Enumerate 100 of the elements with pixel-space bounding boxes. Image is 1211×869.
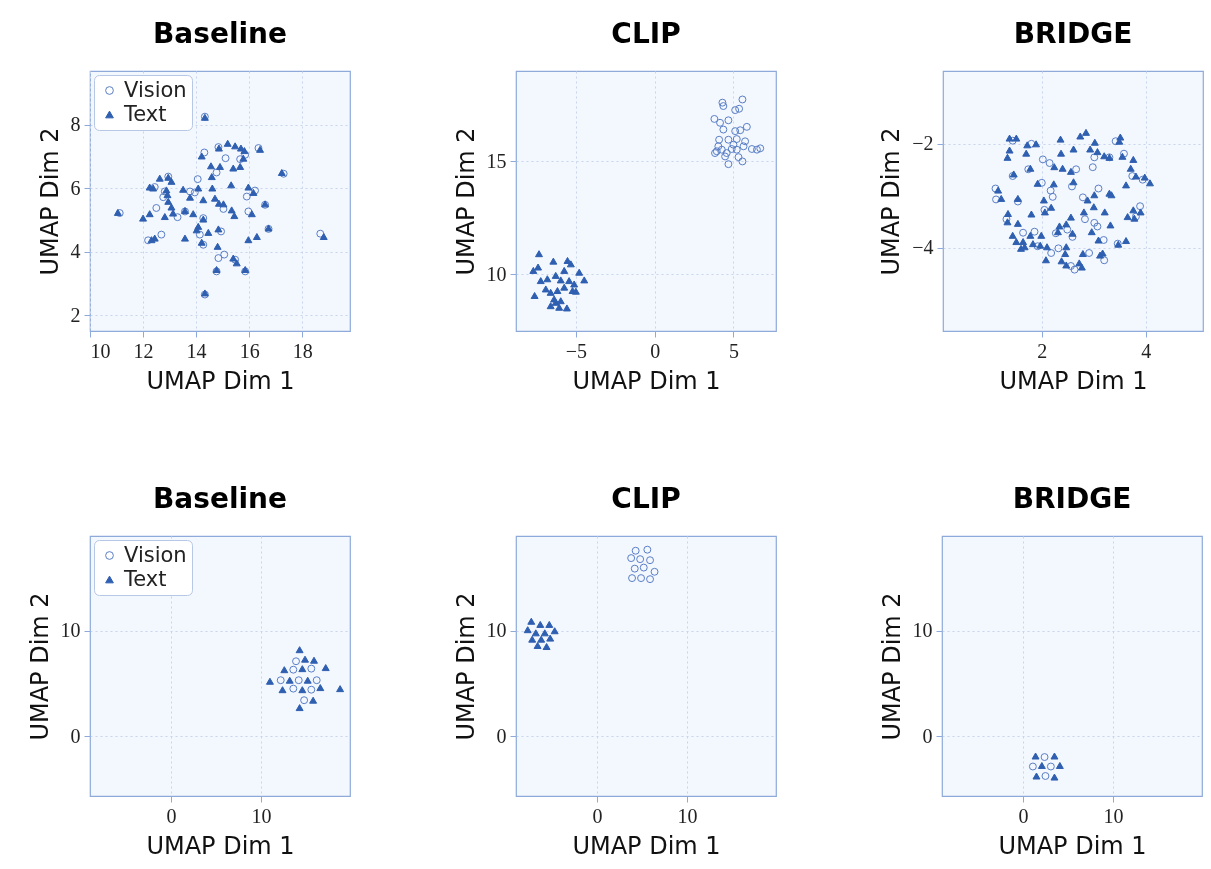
y-tick-label: 10 [912,619,933,642]
point [732,135,741,144]
point [285,676,294,684]
point [159,193,168,202]
point [1066,262,1075,270]
y-axis-title: UMAP Dim 2 [451,592,480,741]
point [289,684,298,693]
y-tick-label: 10 [60,619,81,642]
point [565,277,574,285]
point [316,684,325,692]
point [1072,165,1081,174]
y-tick-label: 0 [70,724,81,747]
point [1088,163,1097,172]
point [531,629,540,637]
y-tick-label: −2 [912,132,934,155]
point [643,545,652,554]
point [300,696,309,705]
point [1037,178,1046,187]
point [736,126,745,135]
point [530,292,539,299]
point [321,664,330,672]
point [193,175,202,184]
point [1054,244,1063,253]
point [336,685,345,693]
chart-title: BRIDGE [1013,17,1133,50]
point [536,620,545,628]
point [534,263,543,271]
point [523,626,532,634]
point [528,635,537,643]
point [1019,228,1028,237]
point [1094,184,1103,193]
point [527,617,536,625]
point [546,288,555,296]
point [1045,159,1054,167]
chart-title: CLIP [611,482,681,515]
x-tick-label: 0 [1018,804,1029,827]
point [637,574,646,583]
x-tick-label: 0 [166,804,177,827]
point [555,303,564,311]
y-tick-label: 4 [70,240,81,263]
y-axis-title: UMAP Dim 2 [877,592,906,741]
point [292,657,300,666]
point [727,145,736,153]
x-tick-label: 18 [292,339,313,362]
point [312,676,321,685]
point [1090,218,1099,227]
x-tick-label: 10 [251,804,272,827]
point [724,160,733,169]
point [310,656,318,664]
point [735,104,744,113]
point [715,135,724,144]
point [173,213,182,222]
point [560,283,569,291]
point [1099,236,1108,244]
point [722,149,731,158]
point [717,145,726,154]
point [1055,761,1064,769]
y-tick-label: 0 [922,724,933,747]
point [1047,249,1056,257]
x-tick-label: 2 [1037,339,1048,362]
point [1048,192,1057,201]
point [152,204,161,212]
point [1136,202,1145,211]
point [303,676,312,684]
point [307,685,316,694]
point [719,102,728,110]
point [298,686,307,694]
point [1032,772,1041,780]
legend-label: Vision [124,542,187,567]
point [560,266,569,274]
point [1031,752,1040,760]
point [200,148,209,157]
point [542,643,551,651]
point [731,127,740,136]
point [724,135,733,144]
point [220,250,229,259]
point [214,254,223,263]
point [549,257,558,265]
point [752,145,761,154]
point [719,125,728,134]
point [628,574,637,583]
x-axis-title: UMAP Dim 1 [572,831,721,860]
chart-title: Baseline [152,17,288,50]
point [1078,193,1087,202]
y-axis-title: UMAP Dim 2 [451,127,480,276]
point [265,677,274,685]
point [533,641,542,649]
x-tick-label: 10 [677,804,698,827]
point [1093,222,1102,231]
y-tick-label: 10 [486,619,507,642]
point [1050,752,1059,760]
point [724,116,733,125]
point [242,192,251,201]
x-tick-label: 10 [90,339,111,362]
point [992,195,1000,204]
point [562,304,571,312]
point [710,114,719,123]
point [276,676,285,685]
y-tick-label: 6 [70,176,81,199]
point [630,564,639,573]
